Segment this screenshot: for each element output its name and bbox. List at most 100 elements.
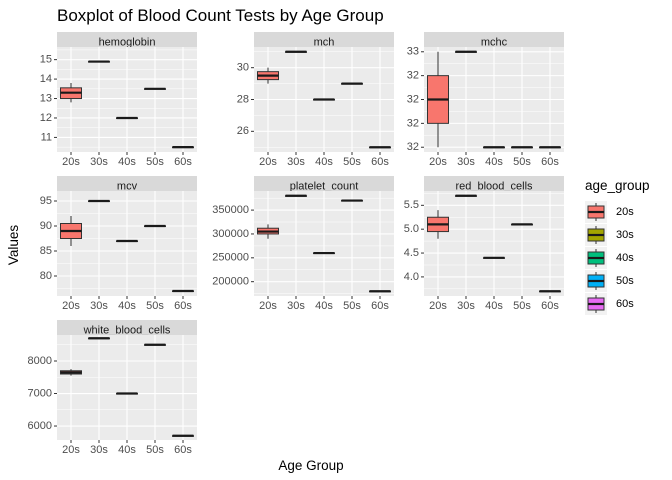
x-tick-label: 60s: [174, 300, 192, 312]
x-tick-label: 40s: [485, 156, 503, 168]
facet-strip-label: red_blood_cells: [455, 180, 533, 192]
box-20s: [60, 82, 82, 103]
y-tick-label: 85: [40, 245, 52, 257]
legend-label: 20s: [616, 206, 634, 218]
y-tick-label: 33: [407, 46, 419, 58]
x-tick-label: 60s: [541, 156, 559, 168]
box-20s: [60, 216, 82, 246]
legend-label: 50s: [616, 275, 634, 287]
y-tick-label: 32: [407, 141, 419, 153]
facet-strip-label: platelet_count: [290, 180, 359, 192]
y-tick-label: 28: [237, 93, 249, 105]
x-tick-label: 40s: [118, 300, 136, 312]
legend-entry-20s: 20s: [585, 201, 634, 223]
box-60s: [369, 290, 391, 293]
box-50s: [144, 224, 166, 228]
box-30s: [455, 50, 477, 53]
y-tick-label: 300000: [212, 228, 249, 240]
box-40s: [483, 256, 505, 259]
x-tick-label: 30s: [90, 444, 108, 456]
facet-hemoglobin: hemoglobin 11 12 13 14 15 20s 30s 40s 50s 60s: [40, 32, 197, 168]
x-tick-label: 60s: [371, 300, 389, 312]
box-40s: [483, 146, 505, 149]
x-tick-label: 20s: [259, 300, 277, 312]
x-tick-label: 30s: [90, 156, 108, 168]
box-30s: [285, 50, 307, 53]
x-tick-label: 30s: [287, 156, 305, 168]
facet-red-blood-cells: red_blood_cells 4.0 4.5 5.0 5.5 20s 30s 40s 50s 6…: [404, 176, 564, 312]
box-40s: [116, 239, 138, 243]
x-tick-label: 20s: [259, 156, 277, 168]
box-50s: [144, 87, 166, 90]
box-20s: [257, 67, 279, 84]
y-tick-label: 250000: [212, 252, 249, 264]
legend-entry-60s: 60s: [585, 293, 634, 315]
y-tick-label: 95: [40, 195, 52, 207]
y-tick-label: 5.5: [404, 199, 419, 211]
x-tick-label: 50s: [343, 300, 361, 312]
y-tick-label: 5.0: [404, 223, 419, 235]
y-tick-label: 13: [40, 92, 52, 104]
legend-title: age_group: [585, 178, 650, 193]
legend-label: 30s: [616, 229, 634, 241]
facet-strip: [57, 320, 197, 335]
box-50s: [341, 82, 363, 85]
box-20s: [60, 369, 82, 376]
x-tick-label: 20s: [62, 300, 80, 312]
box-30s: [285, 194, 307, 197]
box-30s: [88, 199, 110, 203]
facet-strip: [424, 32, 564, 47]
x-tick-label: 60s: [541, 300, 559, 312]
facet-strip: [254, 32, 394, 47]
legend-entry-50s: 50s: [585, 270, 634, 292]
y-tick-label: 15: [40, 54, 52, 66]
x-tick-label: 50s: [513, 156, 531, 168]
box-20s: [427, 210, 449, 239]
box-60s: [172, 289, 194, 293]
x-axis-title: Age Group: [278, 458, 343, 473]
box-60s: [172, 146, 194, 149]
x-tick-label: 20s: [429, 300, 447, 312]
y-tick-label: 32: [407, 117, 419, 129]
y-tick-label: 12: [40, 112, 52, 124]
x-tick-label: 20s: [62, 156, 80, 168]
x-tick-label: 30s: [287, 300, 305, 312]
box-40s: [313, 251, 335, 255]
facet-strip-label: mchc: [481, 36, 508, 48]
y-tick-label: 4.5: [404, 247, 419, 259]
box-30s: [88, 60, 110, 63]
facet-white-blood-cells: white_blood_cells 6000 7000 8000 20s 30s 40s 50…: [28, 320, 197, 456]
legend-entry-40s: 40s: [585, 247, 634, 269]
y-tick-label: 8000: [28, 355, 52, 367]
box-40s: [116, 116, 138, 120]
y-tick-label: 90: [40, 220, 52, 232]
legend: age_group 20s 30s 40s 50s 60s: [585, 178, 650, 315]
facet-strip: [57, 176, 197, 191]
y-tick-label: 32: [407, 70, 419, 82]
x-tick-label: 40s: [315, 300, 333, 312]
x-tick-label: 20s: [429, 156, 447, 168]
box-40s: [116, 392, 138, 395]
box-40s: [313, 98, 335, 101]
facet-strip-label: mcv: [117, 180, 138, 192]
facet-mchc: mchc 32 32 32 32 33 20s 30s 40s 50s 60s: [407, 32, 564, 168]
box-20s: [427, 51, 449, 148]
x-tick-label: 30s: [90, 300, 108, 312]
facet-strip-label: mch: [314, 36, 335, 48]
x-tick-label: 40s: [315, 156, 333, 168]
y-tick-label: 30: [237, 62, 249, 74]
box-50s: [511, 146, 533, 149]
y-axis-title: Values: [6, 225, 21, 266]
y-tick-label: 26: [237, 125, 249, 137]
x-tick-label: 50s: [343, 156, 361, 168]
x-tick-label: 20s: [62, 444, 80, 456]
facet-panels: hemoglobin 11 12 13 14 15 20s 30s 40s 50s 60s mch 26…: [28, 32, 564, 456]
y-tick-label: 7000: [28, 387, 52, 399]
x-tick-label: 50s: [513, 300, 531, 312]
facet-strip: [254, 176, 394, 191]
box-20s: [257, 224, 279, 239]
facet-mcv: mcv 80 85 90 95 20s 30s 40s 50s 60s: [40, 176, 197, 312]
box-30s: [88, 337, 110, 340]
x-tick-label: 30s: [457, 156, 475, 168]
